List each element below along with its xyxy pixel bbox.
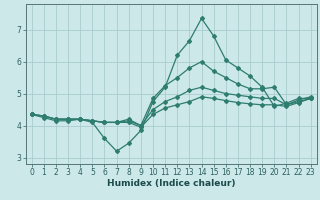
X-axis label: Humidex (Indice chaleur): Humidex (Indice chaleur) xyxy=(107,179,236,188)
